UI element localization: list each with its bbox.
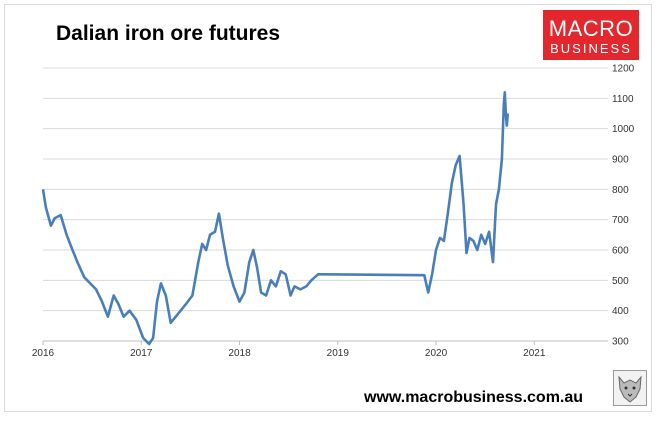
y-tick-label-900: 900 [612, 155, 629, 166]
y-tick-label-600: 600 [612, 246, 629, 257]
y-tick-label-1200: 1200 [612, 64, 635, 75]
website-url: www.macrobusiness.com.au [364, 389, 584, 406]
x-tick-label-2019: 2019 [327, 348, 350, 359]
y-tick-label-700: 700 [612, 215, 629, 226]
logo-line2: BUSINESS [550, 41, 632, 56]
x-tick-label-2016: 2016 [32, 348, 55, 359]
wolf-logo-icon [613, 370, 647, 406]
x-tick-label-2021: 2021 [523, 348, 546, 359]
x-tick-label-2017: 2017 [130, 348, 153, 359]
y-tick-label-1000: 1000 [612, 124, 635, 135]
macrobusiness-logo: MACRO BUSINESS [543, 10, 639, 60]
y-tick-label-1100: 1100 [612, 94, 634, 105]
chart-title: Dalian iron ore futures [56, 22, 281, 45]
series-line-0 [41, 91, 510, 346]
logo-line1: MACRO [548, 16, 634, 41]
y-tick-label-400: 400 [612, 306, 629, 317]
chart-frame [4, 4, 652, 412]
x-tick-label-2020: 2020 [425, 348, 448, 359]
y-tick-label-500: 500 [612, 276, 629, 287]
y-tick-label-300: 300 [612, 337, 629, 348]
x-tick-label-2018: 2018 [228, 348, 251, 359]
y-tick-label-800: 800 [612, 185, 629, 196]
